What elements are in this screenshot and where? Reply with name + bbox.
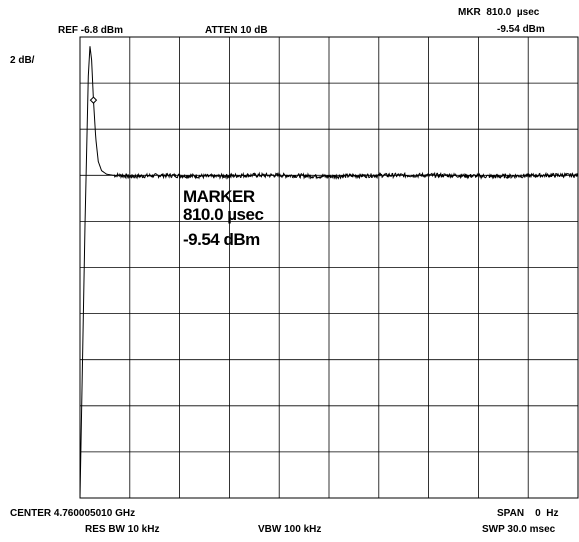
center-frequency-label: CENTER 4.760005010 GHz bbox=[10, 508, 136, 519]
marker-annotation-level: -9.54 dBm bbox=[183, 230, 260, 249]
span-label: SPAN 0 Hz bbox=[497, 508, 559, 519]
graticule-grid bbox=[79, 36, 579, 499]
scale-label: 2 dB/ bbox=[10, 55, 35, 66]
sweep-time-label: SWP 30.0 msec bbox=[482, 524, 556, 535]
trace-line bbox=[79, 46, 579, 499]
marker-annotation-time: 810.0 µsec bbox=[183, 205, 264, 224]
attenuation-label: ATTEN 10 dB bbox=[205, 25, 268, 36]
res-bw-label: RES BW 10 kHz bbox=[85, 524, 160, 535]
marker-readout-time: MKR 810.0 µsec bbox=[458, 7, 540, 18]
marker-readout-level: -9.54 dBm bbox=[497, 24, 545, 35]
vbw-label: VBW 100 kHz bbox=[258, 524, 322, 535]
ref-level-label: REF -6.8 dBm bbox=[58, 25, 124, 36]
marker-annotation-title: MARKER bbox=[183, 187, 255, 206]
marker-diamond bbox=[89, 96, 98, 104]
